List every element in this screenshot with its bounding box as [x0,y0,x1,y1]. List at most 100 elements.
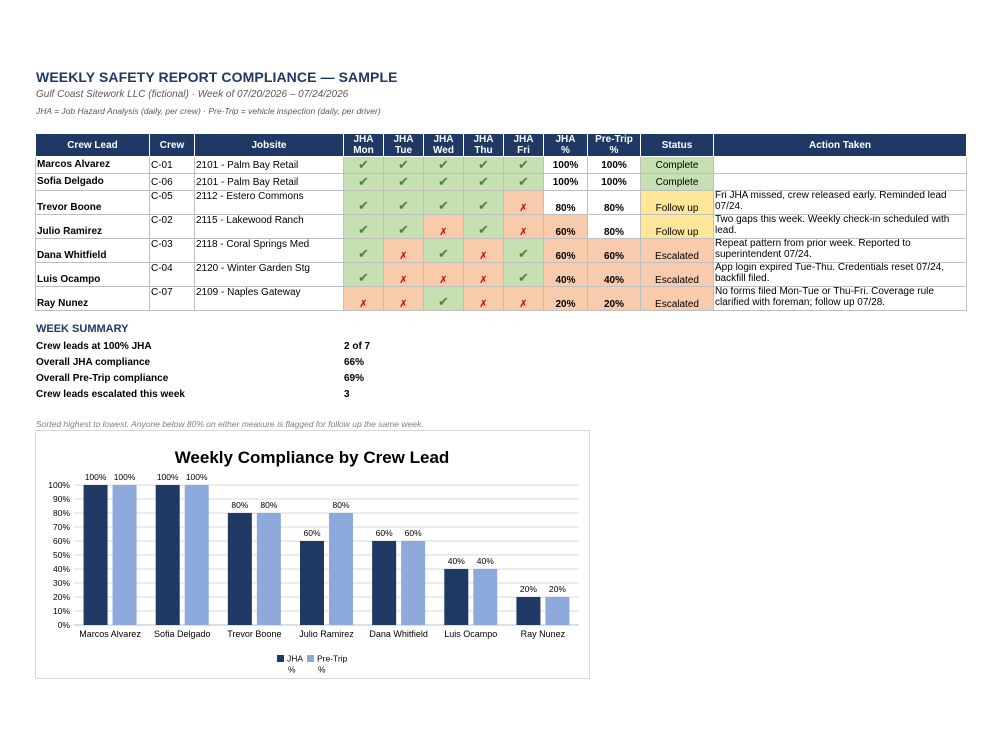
bar-jha [516,597,541,625]
check-icon: ✔ [423,238,464,263]
crew-cell: C-05 [149,190,195,215]
chart-title: Weekly Compliance by Crew Lead [175,448,450,467]
miss-icon: ✗ [503,190,544,215]
miss-icon: ✗ [343,286,384,311]
action-taken-cell: No forms filed Mon-Tue or Thu-Fri. Cover… [713,286,967,311]
y-tick-label: 30% [53,578,70,588]
crew-lead-cell: Ray Nunez [35,286,150,311]
bar-jha [227,513,252,625]
crew-lead-cell: Sofia Delgado [35,173,150,191]
summary-value: 66% [344,357,365,368]
pretrip-percent-cell: 100% [587,173,641,191]
data-label: 60% [405,528,422,538]
crew-lead-cell: Trevor Boone [35,190,150,215]
summary-value: 69% [344,373,365,384]
data-label: 40% [477,556,494,566]
status-badge: Follow up [640,190,714,215]
action-taken-cell [713,156,967,174]
table-header-row: Crew Lead Crew Jobsite JHA Mon JHA Tue JHA Wed JH… [35,133,967,157]
data-label: 100% [114,472,136,482]
column-header: JHA Mon [343,133,384,157]
y-tick-label: 100% [48,480,70,490]
y-tick-label: 90% [53,494,70,504]
check-icon: ✔ [503,156,544,174]
check-icon: ✔ [343,190,384,215]
data-label: 60% [376,528,393,538]
check-icon: ✔ [343,173,384,191]
pretrip-percent-cell: 40% [587,262,641,287]
table-row: Trevor Boone C-05 2112 - Estero Commons ✔ ✔ ✔… [35,190,967,215]
miss-icon: ✗ [423,214,464,239]
table-row: Marcos Alvarez C-01 2101 - Palm Bay Retail… [35,156,967,174]
bar-pretrip [112,485,137,625]
action-taken-cell: Fri JHA missed, crew released early. Rem… [713,190,967,215]
action-taken-cell: App login expired Tue-Thu. Credentials r… [713,262,967,287]
x-category-label: Trevor Boone [227,629,281,639]
bar-pretrip [545,597,570,625]
data-label: 80% [231,500,248,510]
x-category-label: Dana Whitfield [369,629,428,639]
column-header: Status [640,133,714,157]
y-tick-label: 70% [53,522,70,532]
check-icon: ✔ [383,190,424,215]
compliance-table: Crew Lead Crew Jobsite JHA Mon JHA Tue JHA Wed JH… [35,133,967,311]
miss-icon: ✗ [463,238,504,263]
y-tick-label: 40% [53,564,70,574]
check-icon: ✔ [343,156,384,174]
legend-swatch [277,655,284,662]
action-taken-cell: Two gaps this week. Weekly check-in sche… [713,214,967,239]
x-category-label: Julio Ramirez [299,629,354,639]
jobsite-cell: 2112 - Estero Commons [194,190,344,215]
report-title: WEEKLY SAFETY REPORT COMPLIANCE — SAMPLE [36,69,398,85]
column-header: Crew [149,133,195,157]
summary-label: Crew leads escalated this week [36,389,185,400]
y-tick-label: 20% [53,592,70,602]
crew-cell: C-01 [149,156,195,174]
week-summary-title: WEEK SUMMARY [36,323,129,335]
legend-swatch [307,655,314,662]
miss-icon: ✗ [503,286,544,311]
summary-label: Overall Pre-Trip compliance [36,373,169,384]
column-header: JHA Tue [383,133,424,157]
column-header: Action Taken [713,133,967,157]
legend-label: JHA [287,654,303,664]
action-taken-cell: Repeat pattern from prior week. Reported… [713,238,967,263]
check-icon: ✔ [503,173,544,191]
y-tick-label: 10% [53,606,70,616]
y-tick-label: 50% [53,550,70,560]
table-row: Julio Ramirez C-02 2115 - Lakewood Ranch ✔ ✔… [35,214,967,239]
pretrip-percent-cell: 60% [587,238,641,263]
check-icon: ✔ [343,238,384,263]
jobsite-cell: 2101 - Palm Bay Retail [194,173,344,191]
column-header: Pre-Trip% [587,133,641,157]
check-icon: ✔ [463,190,504,215]
jha-percent-cell: 100% [543,156,588,174]
check-icon: ✔ [343,214,384,239]
x-category-label: Marcos Alvarez [79,629,141,639]
crew-cell: C-03 [149,238,195,263]
miss-icon: ✗ [383,262,424,287]
check-icon: ✔ [383,173,424,191]
crew-cell: C-07 [149,286,195,311]
x-category-label: Luis Ocampo [444,629,497,639]
bar-jha [83,485,108,625]
bar-pretrip [401,541,426,625]
table-row: Luis Ocampo C-04 2120 - Winter Garden Stg ✔… [35,262,967,287]
column-header: JHA Thu [463,133,504,157]
jobsite-cell: 2109 - Naples Gateway [194,286,344,311]
crew-lead-cell: Julio Ramirez [35,214,150,239]
summary-label: Crew leads at 100% JHA [36,341,152,352]
check-icon: ✔ [423,190,464,215]
bar-pretrip [473,569,498,625]
jobsite-cell: 2120 - Winter Garden Stg [194,262,344,287]
miss-icon: ✗ [503,214,544,239]
crew-cell: C-06 [149,173,195,191]
bar-jha [300,541,324,625]
bar-pretrip [256,513,281,625]
legend-label: % [288,665,296,675]
check-icon: ✔ [423,156,464,174]
check-icon: ✔ [463,173,504,191]
check-icon: ✔ [463,214,504,239]
column-header: JHA% [543,133,588,157]
check-icon: ✔ [423,286,464,311]
